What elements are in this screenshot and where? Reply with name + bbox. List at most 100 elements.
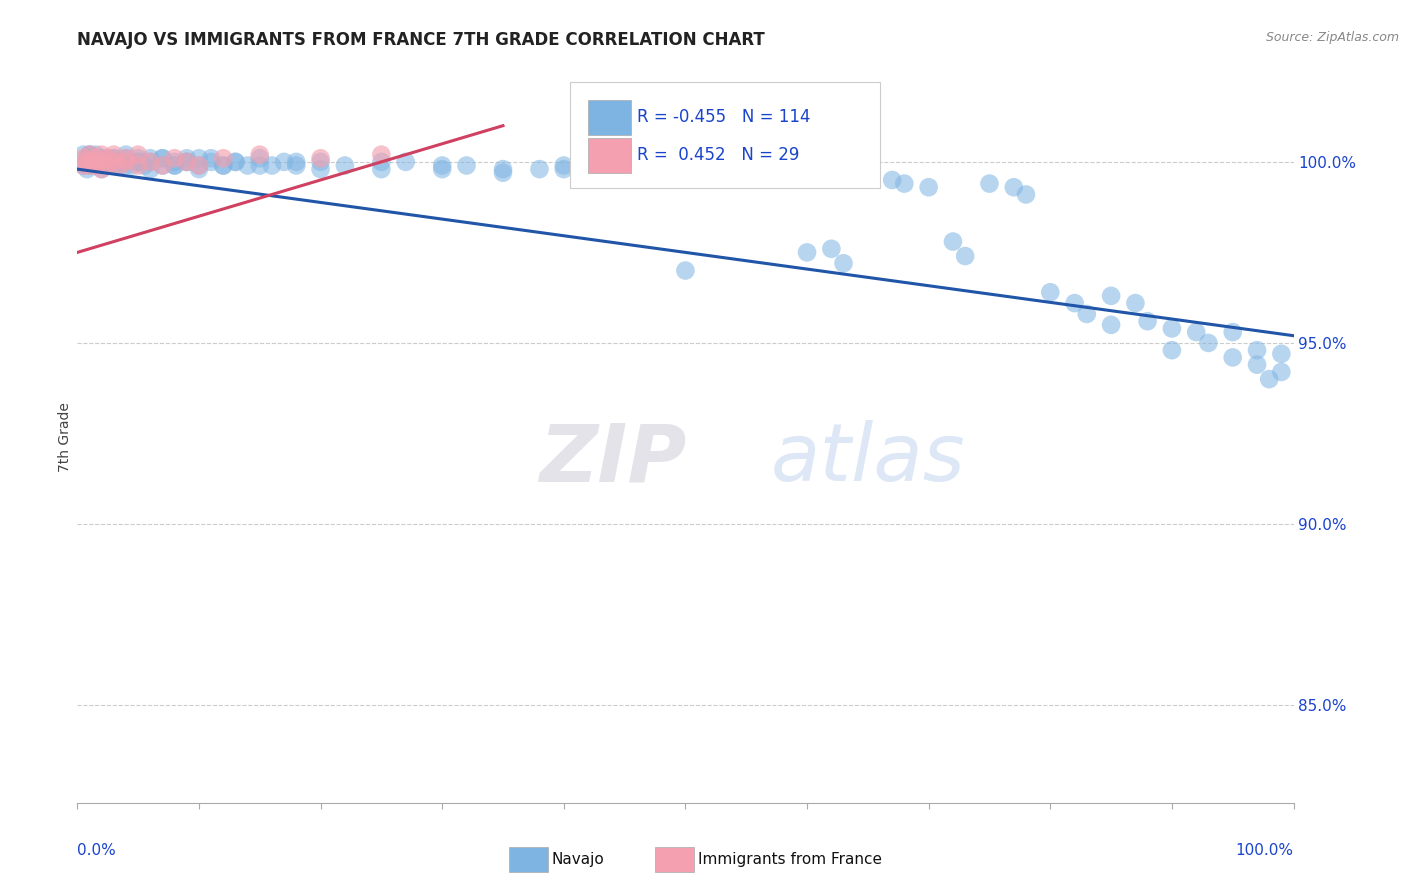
Point xyxy=(121,159,143,173)
Point xyxy=(1076,307,1098,321)
Point xyxy=(856,169,879,184)
Point xyxy=(200,154,222,169)
Point xyxy=(529,162,551,177)
Point xyxy=(224,154,246,169)
Point xyxy=(76,151,98,165)
Point xyxy=(188,159,211,173)
Point xyxy=(84,147,107,161)
Point xyxy=(882,173,904,187)
Point xyxy=(80,154,103,169)
Point xyxy=(115,151,138,165)
Point xyxy=(97,151,120,165)
Point xyxy=(139,154,162,169)
Point xyxy=(1222,325,1244,339)
Point xyxy=(176,154,198,169)
Point xyxy=(72,151,94,165)
Text: 0.0%: 0.0% xyxy=(77,843,117,858)
Point xyxy=(576,166,599,180)
Point xyxy=(273,154,295,169)
Point xyxy=(163,154,186,169)
Point xyxy=(97,151,120,165)
Point xyxy=(97,159,120,173)
Point xyxy=(1136,314,1159,328)
Point xyxy=(1246,343,1268,358)
Point xyxy=(1099,289,1122,303)
Text: 100.0%: 100.0% xyxy=(1236,843,1294,858)
FancyBboxPatch shape xyxy=(588,138,631,173)
Point xyxy=(84,151,107,165)
Point xyxy=(1197,335,1219,350)
Point xyxy=(759,166,782,180)
Point xyxy=(1246,358,1268,372)
Point xyxy=(108,159,131,173)
Point xyxy=(918,180,941,194)
Point xyxy=(89,154,111,169)
Text: R = -0.455   N = 114: R = -0.455 N = 114 xyxy=(637,109,810,127)
Point xyxy=(163,159,186,173)
Point xyxy=(79,154,101,169)
Point xyxy=(309,151,332,165)
Point xyxy=(1039,285,1062,300)
Point xyxy=(115,154,138,169)
Point xyxy=(370,162,392,177)
Point xyxy=(456,159,478,173)
Point xyxy=(188,151,211,165)
Point xyxy=(127,159,149,173)
Point xyxy=(79,151,101,165)
Point xyxy=(97,154,120,169)
Point xyxy=(796,245,818,260)
Point xyxy=(370,147,392,161)
Y-axis label: 7th Grade: 7th Grade xyxy=(58,402,72,472)
Point xyxy=(1270,365,1292,379)
Point xyxy=(115,154,138,169)
Point xyxy=(492,166,515,180)
Point xyxy=(333,159,356,173)
Point xyxy=(212,159,235,173)
Point xyxy=(492,162,515,177)
Text: Navajo: Navajo xyxy=(551,853,605,867)
Point xyxy=(90,162,112,177)
Point xyxy=(1222,351,1244,365)
Point xyxy=(1002,180,1025,194)
Point xyxy=(108,154,131,169)
Point xyxy=(90,147,112,161)
Point xyxy=(249,159,271,173)
Point xyxy=(650,169,672,184)
Point xyxy=(127,154,149,169)
Point xyxy=(249,147,271,161)
Point xyxy=(430,159,453,173)
Point xyxy=(188,159,211,173)
Point xyxy=(115,151,138,165)
Point xyxy=(108,159,131,173)
Point xyxy=(176,154,198,169)
Point xyxy=(90,162,112,177)
Point xyxy=(103,159,125,173)
Point xyxy=(134,159,156,173)
Point xyxy=(90,151,112,165)
Point xyxy=(832,256,855,270)
Point xyxy=(1125,296,1147,310)
Point xyxy=(103,154,125,169)
Point xyxy=(613,166,636,180)
Point xyxy=(699,166,721,180)
Point xyxy=(1185,325,1208,339)
Point xyxy=(260,159,283,173)
Text: R =  0.452   N = 29: R = 0.452 N = 29 xyxy=(637,146,799,164)
Point xyxy=(139,154,162,169)
Point xyxy=(675,169,697,184)
Point xyxy=(553,162,575,177)
Point xyxy=(72,159,94,173)
Point xyxy=(224,154,246,169)
Text: atlas: atlas xyxy=(770,420,966,498)
Point xyxy=(953,249,976,263)
Point xyxy=(139,162,162,177)
Point xyxy=(76,162,98,177)
Point xyxy=(820,242,842,256)
Point xyxy=(115,159,138,173)
Point xyxy=(553,159,575,173)
Point xyxy=(1015,187,1038,202)
Point xyxy=(90,154,112,169)
Point xyxy=(309,154,332,169)
Point xyxy=(152,159,174,173)
Point xyxy=(309,162,332,177)
